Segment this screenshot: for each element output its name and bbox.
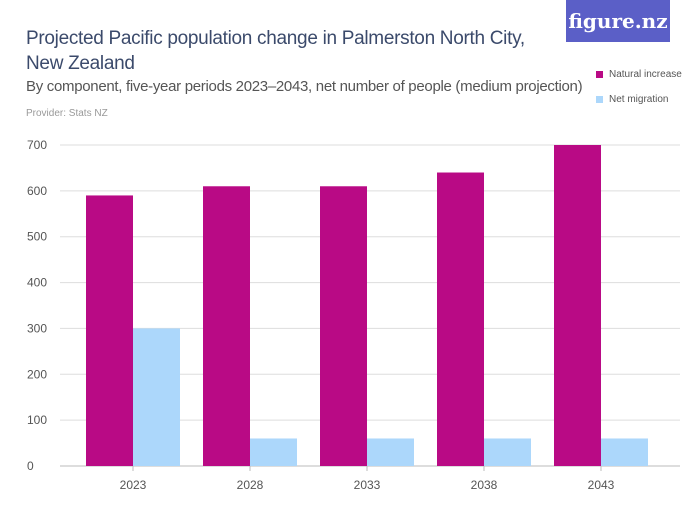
x-tick-label: 2023 [120,478,147,492]
x-tick-label: 2038 [471,478,498,492]
x-tick-label: 2028 [237,478,264,492]
y-tick-label: 0 [27,459,34,473]
legend-swatch [596,71,603,78]
bar-net-migration [484,438,531,466]
bar-natural-increase [554,145,601,466]
chart-subtitle: By component, five-year periods 2023–204… [26,78,583,95]
chart-title: Projected Pacific population change in P… [26,28,525,74]
bar-natural-increase [86,195,133,466]
legend-label: Net migration [609,94,669,105]
bar-net-migration [367,438,414,466]
y-tick-label: 200 [27,367,47,381]
y-tick-label: 500 [27,230,47,244]
legend-item-natural-increase: Natural increase [596,68,682,81]
bar-net-migration [250,438,297,466]
legend: Natural increase Net migration [596,68,682,118]
legend-item-net-migration: Net migration [596,93,682,106]
y-tick-label: 600 [27,184,47,198]
provider-label: Provider: Stats NZ [26,108,108,119]
legend-swatch [596,96,603,103]
x-tick-label: 2033 [354,478,381,492]
logo-text: figure.nz [568,9,668,33]
bar-natural-increase [437,172,484,466]
legend-label: Natural increase [609,69,682,80]
figure-nz-logo[interactable]: figure.nz [566,0,670,42]
y-tick-label: 700 [27,138,47,152]
x-tick-label: 2043 [588,478,615,492]
bar-net-migration [601,438,648,466]
bar-net-migration [133,328,180,466]
bar-natural-increase [203,186,250,466]
y-tick-label: 100 [27,413,47,427]
y-tick-label: 400 [27,276,47,290]
y-tick-label: 300 [27,321,47,335]
bar-natural-increase [320,186,367,466]
